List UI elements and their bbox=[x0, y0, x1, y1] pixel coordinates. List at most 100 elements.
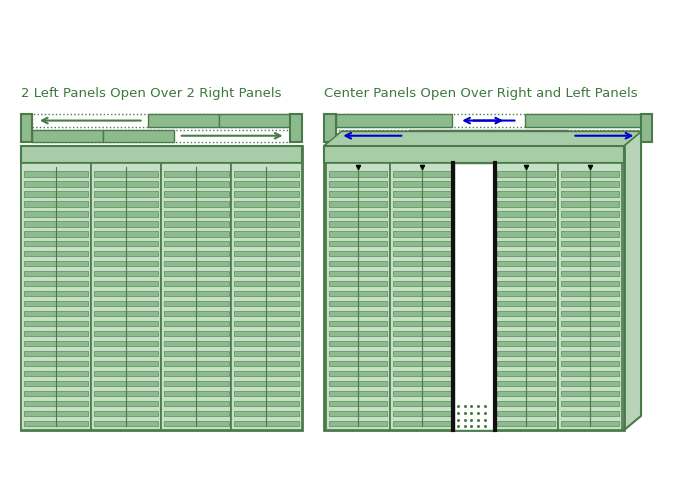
Bar bbox=[393, 301, 452, 306]
Bar bbox=[393, 271, 452, 276]
Bar bbox=[561, 361, 620, 366]
Bar bbox=[164, 261, 228, 266]
Bar bbox=[94, 281, 158, 286]
Bar bbox=[24, 341, 88, 346]
Bar bbox=[393, 421, 452, 426]
Bar bbox=[561, 241, 620, 246]
Bar bbox=[32, 130, 103, 142]
Bar bbox=[103, 130, 174, 142]
Bar bbox=[234, 311, 299, 316]
Bar bbox=[32, 114, 290, 126]
Bar bbox=[561, 321, 620, 326]
Bar bbox=[336, 130, 641, 142]
Bar bbox=[561, 231, 620, 236]
Bar bbox=[329, 421, 387, 426]
Bar bbox=[497, 401, 555, 406]
Bar bbox=[161, 163, 232, 430]
Bar bbox=[329, 291, 387, 296]
Bar bbox=[94, 341, 158, 346]
Bar bbox=[24, 211, 88, 216]
Bar bbox=[24, 371, 88, 376]
Bar bbox=[561, 251, 620, 256]
Bar bbox=[164, 181, 228, 186]
Bar bbox=[164, 291, 228, 296]
Polygon shape bbox=[324, 132, 641, 145]
Bar bbox=[329, 181, 387, 186]
Bar bbox=[497, 301, 555, 306]
Bar bbox=[24, 361, 88, 366]
Bar bbox=[329, 331, 387, 336]
Bar bbox=[24, 391, 88, 396]
Bar bbox=[234, 291, 299, 296]
Bar bbox=[329, 361, 387, 366]
Bar bbox=[94, 271, 158, 276]
Bar bbox=[324, 114, 336, 142]
Bar bbox=[94, 261, 158, 266]
Bar bbox=[21, 146, 302, 430]
Bar bbox=[234, 301, 299, 306]
Bar bbox=[393, 291, 452, 296]
Bar bbox=[561, 211, 620, 216]
Bar bbox=[329, 271, 387, 276]
Bar bbox=[497, 221, 555, 226]
Bar bbox=[24, 191, 88, 196]
Bar bbox=[561, 311, 620, 316]
Bar bbox=[164, 351, 228, 356]
Bar bbox=[561, 201, 620, 206]
Bar bbox=[94, 171, 158, 176]
Bar bbox=[164, 231, 228, 236]
Bar bbox=[336, 114, 452, 126]
Bar bbox=[234, 221, 299, 226]
Bar bbox=[561, 261, 620, 266]
Bar bbox=[234, 381, 299, 386]
Bar bbox=[393, 371, 452, 376]
Bar bbox=[164, 301, 228, 306]
Bar bbox=[164, 411, 228, 416]
Bar bbox=[164, 361, 228, 366]
Bar bbox=[234, 261, 299, 266]
Bar bbox=[561, 391, 620, 396]
Bar bbox=[329, 221, 387, 226]
Bar bbox=[393, 251, 452, 256]
Bar bbox=[561, 411, 620, 416]
Bar bbox=[329, 301, 387, 306]
Bar bbox=[234, 411, 299, 416]
Bar bbox=[489, 130, 568, 142]
Bar bbox=[164, 191, 228, 196]
Bar bbox=[164, 391, 228, 396]
Bar bbox=[164, 211, 228, 216]
Bar bbox=[164, 251, 228, 256]
Bar bbox=[234, 181, 299, 186]
Bar bbox=[393, 281, 452, 286]
Bar bbox=[390, 163, 454, 430]
Bar bbox=[497, 421, 555, 426]
Bar bbox=[494, 163, 558, 430]
Bar bbox=[393, 231, 452, 236]
Bar bbox=[24, 271, 88, 276]
Bar bbox=[497, 271, 555, 276]
Bar bbox=[393, 241, 452, 246]
Bar bbox=[497, 171, 555, 176]
Bar bbox=[234, 201, 299, 206]
Bar bbox=[497, 231, 555, 236]
Bar bbox=[94, 371, 158, 376]
Bar bbox=[219, 114, 290, 126]
Bar bbox=[409, 130, 489, 142]
Bar bbox=[94, 251, 158, 256]
Bar bbox=[24, 401, 88, 406]
Bar bbox=[497, 281, 555, 286]
Bar bbox=[234, 241, 299, 246]
Bar bbox=[497, 381, 555, 386]
Bar bbox=[497, 201, 555, 206]
Bar bbox=[329, 241, 387, 246]
Bar bbox=[234, 191, 299, 196]
Bar bbox=[24, 381, 88, 386]
Bar bbox=[164, 201, 228, 206]
Bar bbox=[329, 281, 387, 286]
Bar bbox=[561, 301, 620, 306]
Bar bbox=[21, 146, 302, 163]
Bar bbox=[497, 391, 555, 396]
Bar bbox=[561, 371, 620, 376]
Bar bbox=[234, 321, 299, 326]
Bar bbox=[497, 211, 555, 216]
